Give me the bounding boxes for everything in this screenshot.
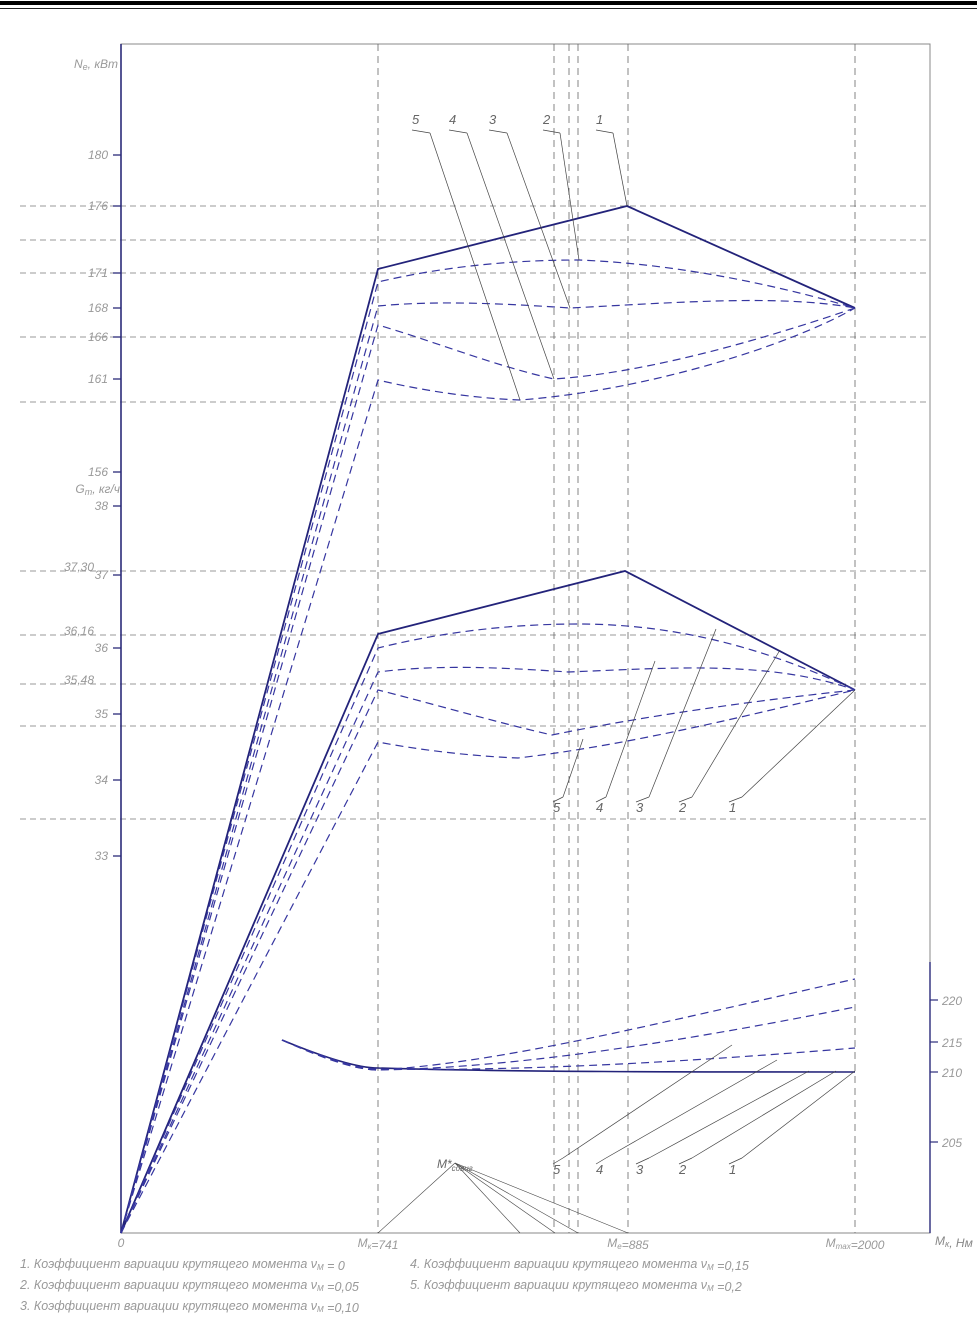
svg-text:Mе=885: Mе=885 (607, 1236, 649, 1252)
svg-text:156: 156 (88, 465, 108, 479)
svg-text:166: 166 (88, 330, 108, 344)
svg-text:2: 2 (542, 112, 551, 127)
svg-text:0: 0 (118, 1236, 125, 1250)
svg-text:1: 1 (729, 1162, 736, 1177)
svg-text:37: 37 (95, 568, 110, 582)
svg-text:5: 5 (553, 800, 561, 815)
svg-text:161: 161 (88, 372, 108, 386)
svg-text:4. Коэффициент вариации крутящ: 4. Коэффициент вариации крутящего момент… (410, 1257, 749, 1273)
svg-text:215: 215 (941, 1036, 962, 1050)
svg-text:1: 1 (596, 112, 603, 127)
svg-text:Mmax=2000: Mmax=2000 (826, 1236, 885, 1252)
svg-text:171: 171 (88, 266, 108, 280)
svg-text:5. Коэффициент вариации крутящ: 5. Коэффициент вариации крутящего момент… (410, 1278, 742, 1294)
svg-text:36: 36 (95, 641, 109, 655)
svg-text:Mк, Нм: Mк, Нм (935, 1234, 973, 1250)
svg-text:176: 176 (88, 199, 108, 213)
svg-text:5: 5 (412, 112, 420, 127)
svg-text:5: 5 (553, 1162, 561, 1177)
svg-text:36,16: 36,16 (64, 624, 94, 638)
svg-text:33: 33 (95, 849, 109, 863)
svg-text:1: 1 (729, 800, 736, 815)
svg-text:3: 3 (636, 800, 644, 815)
svg-text:3. Коэффициент вариации крутящ: 3. Коэффициент вариации крутящего момент… (20, 1299, 359, 1315)
svg-text:2: 2 (678, 800, 687, 815)
svg-text:M*сдвиг: M*сдвиг (437, 1157, 473, 1173)
svg-text:3: 3 (489, 112, 497, 127)
svg-text:Ne, кВт: Ne, кВт (74, 57, 118, 72)
svg-text:35,48: 35,48 (64, 673, 94, 687)
svg-text:Mк=741: Mк=741 (358, 1236, 399, 1252)
svg-text:205: 205 (941, 1136, 962, 1150)
svg-text:3: 3 (636, 1162, 644, 1177)
svg-text:4: 4 (449, 112, 456, 127)
svg-text:180: 180 (88, 148, 108, 162)
svg-text:34: 34 (95, 773, 109, 787)
svg-text:220: 220 (941, 994, 962, 1008)
svg-text:2: 2 (678, 1162, 687, 1177)
svg-text:38: 38 (95, 499, 109, 513)
svg-text:210: 210 (941, 1066, 962, 1080)
svg-text:4: 4 (596, 800, 603, 815)
svg-text:168: 168 (88, 301, 108, 315)
svg-text:4: 4 (596, 1162, 603, 1177)
svg-text:2. Коэффициент вариации крутящ: 2. Коэффициент вариации крутящего момент… (19, 1278, 359, 1294)
svg-text:37,30: 37,30 (64, 560, 94, 574)
svg-text:1. Коэффициент вариации крутящ: 1. Коэффициент вариации крутящего момент… (20, 1257, 345, 1273)
svg-text:Gт, кг/ч: Gт, кг/ч (75, 482, 120, 497)
svg-text:35: 35 (95, 707, 109, 721)
